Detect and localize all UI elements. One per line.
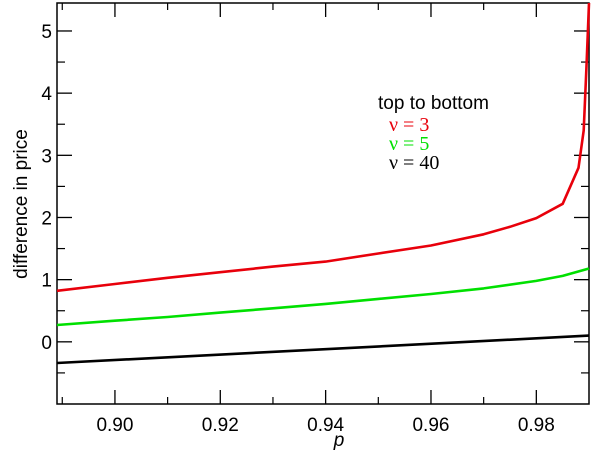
y-tick-label: 4: [41, 84, 52, 105]
plot-frame: [56, 2, 590, 405]
y-tick-label: 0: [41, 333, 52, 354]
series-line-nu40: [56, 334, 590, 365]
legend-title: top to bottom: [378, 93, 489, 114]
y-tick-label: 5: [41, 22, 52, 43]
x-tick-label: 0.94: [307, 415, 344, 436]
y-axis-title: difference in price: [11, 129, 32, 279]
y-tick-label: 1: [41, 271, 52, 292]
legend: top to bottom ν = 3 ν = 5 ν = 40: [378, 93, 489, 174]
x-tick-label: 0.92: [202, 415, 239, 436]
x-tick-label: 0.90: [96, 415, 133, 436]
y-tick-label: 3: [41, 146, 52, 167]
x-tick-label: 0.98: [518, 415, 555, 436]
legend-entry-nu5: ν = 5: [389, 133, 429, 155]
x-tick-label: 0.96: [412, 415, 449, 436]
legend-entry-nu3: ν = 3: [389, 114, 429, 136]
y-tick-label: 2: [41, 208, 52, 229]
x-axis-title: p: [333, 430, 345, 451]
series-lines: [56, 2, 591, 365]
series-line-nu3: [56, 2, 591, 293]
ticks: 0.90 0.92 0.94 0.96 0.98 0 1 2 3 4 5: [41, 3, 589, 436]
series-line-nu5: [56, 267, 590, 327]
legend-entry-nu40: ν = 40: [389, 152, 439, 174]
